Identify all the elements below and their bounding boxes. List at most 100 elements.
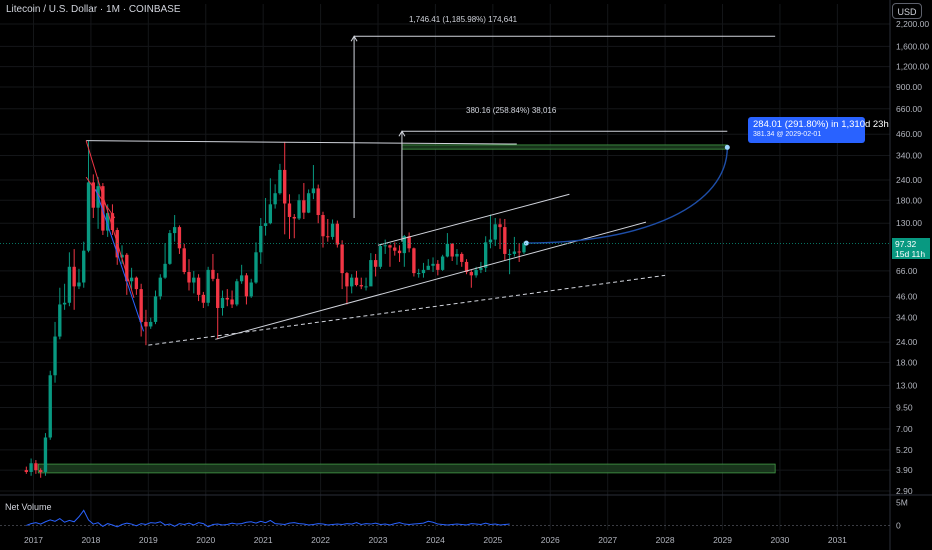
candle-body <box>460 253 464 262</box>
medium-measure-label: 380.16 (258.84%) 38,016 <box>466 106 557 115</box>
current-price-value: 97.32 <box>895 239 917 249</box>
candle-body <box>493 224 497 240</box>
candle-body <box>503 227 507 254</box>
candle-body <box>249 282 253 297</box>
candle-body <box>129 277 134 282</box>
candle-body <box>77 282 81 287</box>
candle-body <box>201 294 206 303</box>
candle-body <box>421 269 426 274</box>
y-tick-label: 13.00 <box>896 380 918 390</box>
x-tick-label: 2027 <box>598 535 617 545</box>
x-tick-label: 2031 <box>828 535 847 545</box>
candle-body <box>345 273 349 287</box>
candle-body <box>483 242 488 268</box>
volume-axis-label: 0 <box>896 520 901 530</box>
candle-body <box>340 244 344 274</box>
candle-body <box>402 236 407 254</box>
candle-body <box>268 204 273 224</box>
support-zone <box>401 144 728 150</box>
candle-body <box>359 285 363 287</box>
candle-body <box>350 277 354 287</box>
net-volume-label: Net Volume <box>5 502 52 512</box>
candle-body <box>211 269 215 279</box>
current-price-countdown: 15d 11h <box>895 249 926 259</box>
candle-body <box>302 200 306 213</box>
candle-body <box>378 246 383 267</box>
trend-line <box>85 140 135 299</box>
x-tick-label: 2019 <box>139 535 158 545</box>
y-tick-label: 130.00 <box>896 218 922 228</box>
candle-body <box>507 253 512 255</box>
y-tick-label: 2.90 <box>896 486 913 496</box>
currency-button[interactable]: USD <box>892 3 922 19</box>
candle-body <box>110 213 115 231</box>
candle-body <box>225 297 229 300</box>
projection-start-dot <box>523 240 529 246</box>
y-tick-label: 7.00 <box>896 424 913 434</box>
candle-body <box>417 273 421 275</box>
candle-body <box>522 243 526 253</box>
candle-body <box>134 277 139 290</box>
candle-body <box>369 260 373 287</box>
candle-body <box>488 239 493 243</box>
y-tick-label: 240.00 <box>896 175 922 185</box>
candle-body <box>149 321 153 327</box>
measure-arrow <box>350 35 358 42</box>
candle-body <box>316 188 320 216</box>
large-measure-label: 1,746.41 (1,185.98%) 174,641 <box>409 15 518 24</box>
trend-line <box>148 274 666 346</box>
y-tick-label: 2,200.00 <box>896 19 929 29</box>
candle-body <box>321 215 325 237</box>
candle-body <box>125 254 129 282</box>
x-tick-label: 2018 <box>81 535 100 545</box>
y-tick-label: 34.00 <box>896 313 918 323</box>
candle-body <box>101 186 105 231</box>
x-tick-label: 2023 <box>369 535 388 545</box>
candle-body <box>163 263 167 278</box>
candle-body <box>263 223 268 226</box>
y-tick-label: 1,600.00 <box>896 41 929 51</box>
candle-body <box>34 463 38 471</box>
candle-body <box>244 275 249 297</box>
projection-curve <box>526 147 729 244</box>
candle-body <box>364 286 368 288</box>
candle-body <box>393 247 397 251</box>
trend-line <box>95 189 145 332</box>
candle-body <box>335 223 340 245</box>
y-tick-label: 46.00 <box>896 291 918 301</box>
candle-body <box>177 227 182 249</box>
candle-body <box>450 243 454 257</box>
candle-body <box>82 250 86 283</box>
candle-body <box>91 182 95 208</box>
candle-body <box>474 269 478 276</box>
x-tick-label: 2017 <box>24 535 43 545</box>
y-tick-label: 1,200.00 <box>896 62 929 72</box>
candle-body <box>139 289 143 322</box>
candle-body <box>182 248 186 273</box>
y-tick-label: 24.00 <box>896 337 918 347</box>
candle-body <box>120 254 124 258</box>
y-tick-label: 460.00 <box>896 129 922 139</box>
x-tick-label: 2029 <box>713 535 732 545</box>
candle-body <box>517 251 521 253</box>
candle-body <box>239 275 244 282</box>
candle-body <box>455 253 459 257</box>
candle-body <box>24 470 28 472</box>
y-tick-label: 180.00 <box>896 195 922 205</box>
candle-body <box>292 216 296 219</box>
candle-body <box>153 296 158 322</box>
candle-body <box>105 213 110 231</box>
projection-measure-box[interactable]: 284.01 (291.80%) in 1,310d 23h 381.34 @ … <box>748 117 889 143</box>
candle-body <box>144 321 148 327</box>
trend-line <box>377 193 570 246</box>
candle-body <box>86 182 91 251</box>
projection-measure-sub: 381.34 @ 2029-02-01 <box>753 131 822 138</box>
candle-body <box>254 252 258 283</box>
candle-body <box>158 277 162 297</box>
candle-body <box>306 193 311 213</box>
candle-body <box>330 223 335 237</box>
candle-body <box>67 266 72 303</box>
net-volume-line <box>26 509 510 528</box>
